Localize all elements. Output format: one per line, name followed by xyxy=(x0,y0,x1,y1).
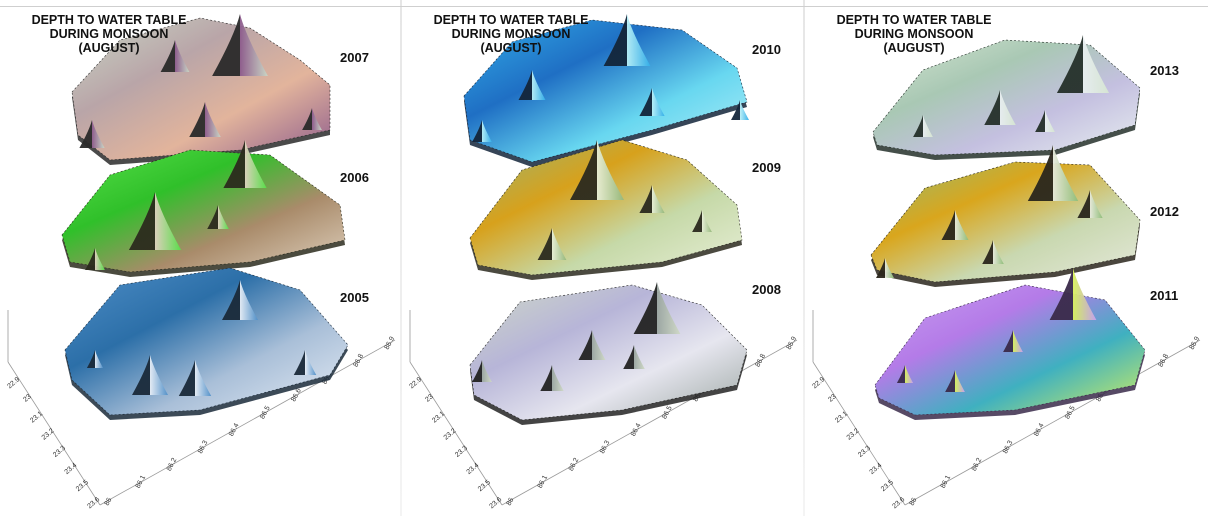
lon-tick-label: 86.1 xyxy=(940,474,953,489)
lon-tick-label: 86.8 xyxy=(352,353,365,368)
lon-tick-label: 86.2 xyxy=(971,457,984,472)
lat-tick-label: 22.9 xyxy=(408,376,423,390)
lat-tick-label: 23.6 xyxy=(86,496,101,510)
panel-2-title: DEPTH TO WATER TABLE DURING MONSOON (AUG… xyxy=(408,13,614,55)
lat-tick-label: 23.4 xyxy=(868,462,883,476)
panel-2-title-line-1: DEPTH TO WATER TABLE xyxy=(433,13,589,27)
surface-2008 xyxy=(469,282,748,425)
lat-tick-label: 23.2 xyxy=(846,428,861,442)
lat-tick-label: 23.5 xyxy=(477,479,492,493)
surface-2009 xyxy=(469,139,743,280)
year-label-2010: 2010 xyxy=(752,42,781,57)
lat-tick-label: 23.2 xyxy=(443,428,458,442)
surface-2006 xyxy=(61,140,346,277)
year-label-2006: 2006 xyxy=(340,170,369,185)
lon-axis-line xyxy=(904,339,1201,506)
lon-tick-label: 86.8 xyxy=(1157,353,1170,368)
lat-tick-label: 23.1 xyxy=(431,410,446,424)
surface-2005 xyxy=(64,267,349,420)
panel-2-title-line-2: DURING MONSOON xyxy=(451,27,571,41)
lon-tick-label: 86.9 xyxy=(384,336,397,351)
year-label-2007: 2007 xyxy=(340,50,369,65)
lon-tick-label: 86 xyxy=(104,497,114,507)
lat-tick-label: 23.4 xyxy=(465,462,480,476)
panel-1-title-line-3: (AUGUST) xyxy=(78,41,140,55)
lat-tick-label: 23.1 xyxy=(834,410,849,424)
year-label-2012: 2012 xyxy=(1150,204,1179,219)
lat-axis-line xyxy=(7,361,101,506)
panel-2-plot: 22.923 23.1 23.2 23.3 23.4 23.5 23.6 86 86.1 86.2… xyxy=(408,14,799,510)
lon-tick-label: 86.8 xyxy=(754,353,767,368)
lon-tick-label: 86.1 xyxy=(537,474,550,489)
surface-2012 xyxy=(870,145,1141,287)
surface-2007 xyxy=(71,14,331,165)
lat-tick-label: 23 xyxy=(22,393,33,403)
lon-tick-label: 86.5 xyxy=(661,405,674,420)
panel-2-title-line-3: (AUGUST) xyxy=(480,41,542,55)
lat-tick-label: 23.3 xyxy=(52,445,67,459)
surface-2011 xyxy=(874,268,1146,420)
lon-tick-label: 86.9 xyxy=(786,336,799,351)
lon-tick-label: 86.3 xyxy=(599,440,612,455)
lon-axis-line xyxy=(501,339,798,506)
panel-3-plot: 22.923 23.1 23.2 23.3 23.4 23.5 23.6 86 86.1 86.2… xyxy=(811,35,1202,510)
year-label-2011: 2011 xyxy=(1150,288,1179,303)
lat-tick-label: 23.5 xyxy=(880,479,895,493)
year-label-2008: 2008 xyxy=(752,282,781,297)
panel-1-title-line-2: DURING MONSOON xyxy=(49,27,169,41)
lat-axis-line xyxy=(812,361,906,506)
lon-tick-label: 86.3 xyxy=(197,440,210,455)
lon-tick-label: 86.2 xyxy=(568,457,581,472)
panel-divider-1 xyxy=(400,0,402,516)
lat-axis-line xyxy=(409,361,503,506)
lon-tick-label: 86.3 xyxy=(1002,440,1015,455)
lat-tick-label: 23.6 xyxy=(891,496,906,510)
lat-tick-label: 23.3 xyxy=(454,445,469,459)
panel-1-title: DEPTH TO WATER TABLE DURING MONSOON (AUG… xyxy=(6,13,212,55)
lon-tick-label: 86.5 xyxy=(1064,405,1077,420)
panel-2: 22.9 23 23.1 23.2 23.3 23.4 23.5 23.6 86 86.1 86.2… xyxy=(402,0,802,516)
top-rule xyxy=(0,6,1208,7)
panel-1: 22.9 23 23.1 23.2 23.3 23.4 23.5 23.6 86 86.1 86.2… xyxy=(0,0,400,516)
panel-divider-2 xyxy=(803,0,805,516)
panel-3-title-line-1: DEPTH TO WATER TABLE xyxy=(836,13,992,27)
lat-tick-label: 23.4 xyxy=(63,462,78,476)
lon-tick-label: 86.4 xyxy=(630,422,643,437)
lon-axis-line xyxy=(99,339,396,506)
lat-tick-label: 23.1 xyxy=(29,410,44,424)
lon-tick-label: 86.5 xyxy=(259,405,272,420)
panel-3-title-line-3: (AUGUST) xyxy=(883,41,945,55)
lon-tick-label: 86 xyxy=(506,497,516,507)
lat-tick-label: 23 xyxy=(424,393,435,403)
lon-tick-label: 86.4 xyxy=(228,422,241,437)
lon-tick-label: 86.4 xyxy=(1033,422,1046,437)
lon-tick-label: 86.9 xyxy=(1189,336,1202,351)
lat-tick-label: 23.2 xyxy=(41,428,56,442)
year-label-2005: 2005 xyxy=(340,290,369,305)
panel-3-title-line-2: DURING MONSOON xyxy=(854,27,974,41)
lat-tick-label: 23 xyxy=(827,393,838,403)
lat-tick-label: 23.6 xyxy=(488,496,503,510)
panel-3-title: DEPTH TO WATER TABLE DURING MONSOON (AUG… xyxy=(811,13,1017,55)
panel-1-title-line-1: DEPTH TO WATER TABLE xyxy=(31,13,187,27)
lon-tick-label: 86.2 xyxy=(166,457,179,472)
panel-1-plot: 22.923 23.1 23.2 23.3 23.4 23.5 23.6 86 86.1 86.2… xyxy=(6,14,397,510)
lon-tick-label: 86.1 xyxy=(135,474,148,489)
surface-2010 xyxy=(463,14,749,167)
panel-3: 22.9 23 23.1 23.2 23.3 23.4 23.5 23.6 86 86.1 86.2… xyxy=(805,0,1205,516)
lat-tick-label: 22.9 xyxy=(6,376,21,390)
lat-tick-label: 23.3 xyxy=(857,445,872,459)
lat-tick-label: 23.5 xyxy=(75,479,90,493)
lon-tick-label: 86 xyxy=(909,497,919,507)
lat-tick-label: 22.9 xyxy=(811,376,826,390)
surface-2013 xyxy=(872,35,1141,160)
year-label-2009: 2009 xyxy=(752,160,781,175)
year-label-2013: 2013 xyxy=(1150,63,1179,78)
